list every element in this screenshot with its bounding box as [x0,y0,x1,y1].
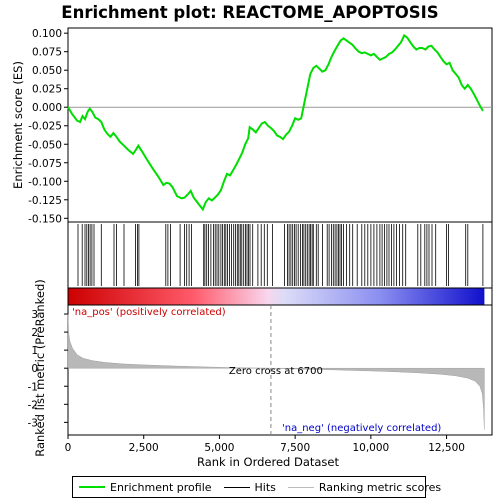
enrichment-profile-line [67,33,484,212]
rank-panel: Zero cross at 6700 'na_pos' (positively … [28,279,493,469]
legend-swatch-enrichment [79,486,105,488]
es-y-ticks: 0.100 0.075 0.050 0.025 0.000 -0.025 -0.050 -0.… [28,28,68,225]
chart-title: Enrichment plot: REACTOME_APOPTOSIS [61,3,438,22]
rank-y-tick-label: -2 [28,399,38,411]
legend-label-hits: Hits [254,480,276,494]
es-y-tick-label: -0.050 [28,139,62,151]
legend-swatch-ranking [287,486,314,488]
rank-y-tick-label: -1 [28,381,38,393]
es-plot-frame [67,27,493,223]
legend: Enrichment profile Hits Ranking metric s… [72,476,441,498]
es-y-tick-label: -0.150 [28,213,62,225]
rank-x-ticks: 0 2,500 5,000 7,500 10,000 12,500 [65,435,465,454]
positive-correlation-label: 'na_pos' (positively correlated) [72,307,226,318]
x-axis-label: Rank in Ordered Dataset [197,455,340,469]
negative-correlation-label: 'na_neg' (negatively correlated) [282,423,441,434]
legend-item-enrichment: Enrichment profile [79,481,212,494]
rank-x-tick-label: 0 [65,442,72,454]
es-y-tick-label: 0.000 [32,102,62,114]
es-y-tick-label: -0.075 [28,158,62,170]
hit-lines [77,224,484,286]
legend-label-ranking: Ranking metric scores [318,480,442,494]
rank-x-tick-label: 10,000 [352,442,389,454]
colorbar-gradient [68,288,485,305]
es-y-tick-label: 0.025 [32,84,62,96]
es-y-tick-label: -0.100 [28,176,62,188]
rank-y-axis-label: Ranked list metric (PreRanked) [33,279,47,457]
rank-plot-frame [67,304,493,436]
legend-swatch-hits [223,486,250,488]
legend-label-enrichment: Enrichment profile [110,480,212,494]
legend-item-ranking: Ranking metric scores [287,480,442,494]
rank-y-tick-label: 0 [31,363,38,375]
es-y-tick-label: 0.075 [32,47,62,59]
rank-x-tick-label: 12,500 [428,442,465,454]
es-y-tick-label: -0.125 [28,195,62,207]
es-y-tick-label: 0.100 [32,28,62,40]
ranking-metric-area [67,313,485,430]
es-y-tick-label: 0.050 [32,65,62,77]
hits-frame [67,221,493,289]
rank-y-tick-label: 1 [31,345,38,357]
rank-y-tick-label: 2 [31,327,38,339]
zero-cross-label: Zero cross at 6700 [229,366,323,377]
legend-item-hits: Hits [223,480,276,494]
rank-y-ticks: 3 2 1 0 -1 -2 -3 [28,309,68,429]
es-y-axis-label: Enrichment score (ES) [11,61,25,189]
rank-y-tick-label: 3 [31,309,38,321]
rank-x-tick-label: 2,500 [129,442,159,454]
rank-colorbar [67,287,493,306]
rank-x-tick-label: 7,500 [280,442,310,454]
rank-y-tick-label: -3 [28,417,38,429]
es-y-tick-label: -0.025 [28,121,62,133]
hits-panel [67,221,493,289]
es-panel: 0.100 0.075 0.050 0.025 0.000 -0.025 -0.050 -0.… [11,27,493,225]
rank-x-tick-label: 5,000 [204,442,234,454]
